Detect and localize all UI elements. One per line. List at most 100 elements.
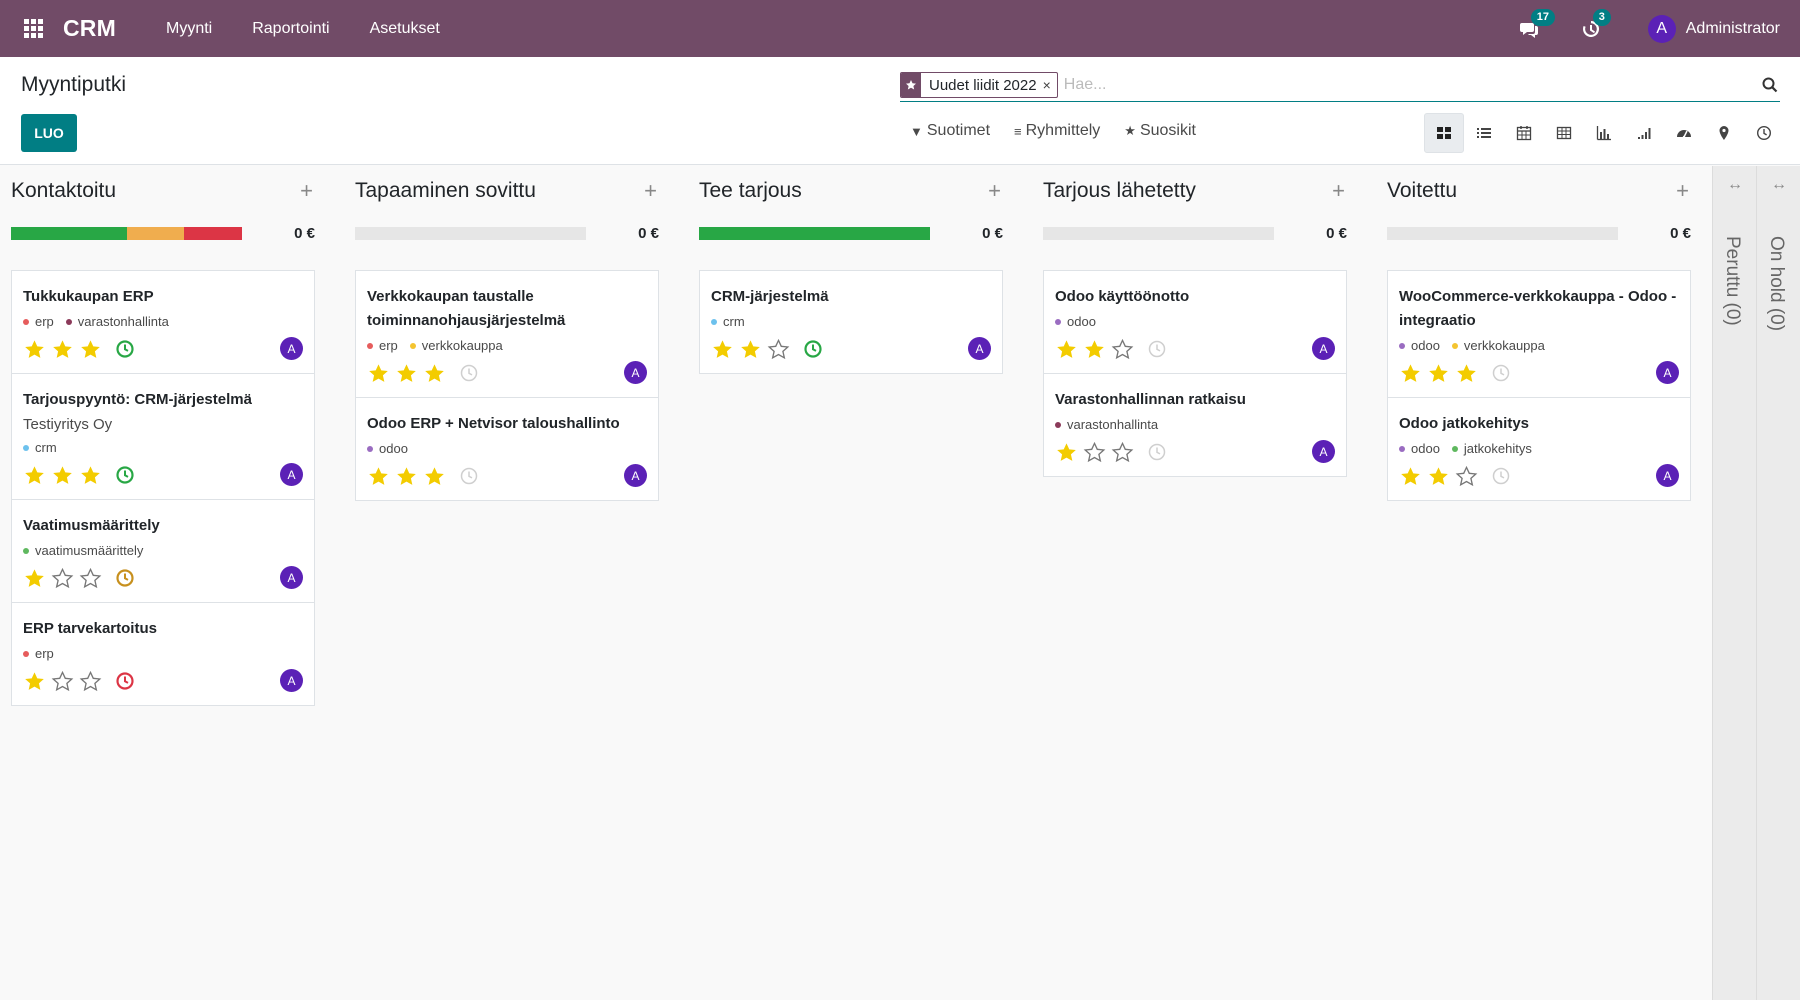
column-progress-bar[interactable]: [355, 226, 586, 240]
favorites-button[interactable]: ★ Suosikit: [1124, 122, 1196, 140]
star-empty-icon[interactable]: [1111, 338, 1134, 361]
activity-clock-icon[interactable]: [1491, 363, 1511, 383]
tag[interactable]: verkkokauppa: [409, 337, 503, 354]
pivot-view-button[interactable]: [1544, 113, 1584, 153]
kanban-card[interactable]: ERP tarvekartoitus erp A: [12, 603, 314, 705]
messages-button[interactable]: 17: [1516, 8, 1555, 42]
assignee-avatar[interactable]: A: [1656, 361, 1679, 384]
column-progress-bar[interactable]: [11, 226, 242, 240]
activity-clock-icon[interactable]: [115, 671, 135, 691]
menu-myynti[interactable]: Myynti: [165, 19, 213, 37]
assignee-avatar[interactable]: A: [280, 337, 303, 360]
assignee-avatar[interactable]: A: [280, 566, 303, 589]
star-filled-icon[interactable]: [711, 338, 734, 361]
kanban-card[interactable]: Tukkukaupan ERP erp varastonhallinta A: [12, 271, 314, 374]
tag[interactable]: odoo: [1399, 440, 1440, 457]
star-filled-icon[interactable]: [1055, 338, 1078, 361]
activity-clock-icon[interactable]: [459, 363, 479, 383]
tag[interactable]: varastonhallinta: [1055, 416, 1158, 433]
activity-clock-icon[interactable]: [1147, 442, 1167, 462]
search-button[interactable]: [1760, 75, 1780, 95]
kanban-card[interactable]: Vaatimusmäärittely vaatimusmäärittely A: [12, 500, 314, 603]
star-empty-icon[interactable]: [79, 567, 102, 590]
quick-create-plus-icon[interactable]: +: [300, 178, 313, 203]
star-filled-icon[interactable]: [739, 338, 762, 361]
star-empty-icon[interactable]: [51, 567, 74, 590]
search-facet[interactable]: Uudet liidit 2022 ×: [900, 72, 1058, 98]
kanban-card[interactable]: CRM-järjestelmä crm A: [700, 271, 1002, 373]
star-empty-icon[interactable]: [51, 670, 74, 693]
activity-clock-icon[interactable]: [459, 466, 479, 486]
tag[interactable]: jatkokehitys: [1451, 440, 1532, 457]
graph-view-button[interactable]: [1584, 113, 1624, 153]
star-filled-icon[interactable]: [1055, 441, 1078, 464]
star-filled-icon[interactable]: [367, 465, 390, 488]
progress-segment[interactable]: [184, 226, 242, 240]
tag[interactable]: odoo: [367, 440, 408, 457]
activity-clock-icon[interactable]: [115, 465, 135, 485]
star-filled-icon[interactable]: [1399, 465, 1422, 488]
tag[interactable]: odoo: [1055, 313, 1096, 330]
progress-segment[interactable]: [126, 226, 185, 240]
star-filled-icon[interactable]: [79, 338, 102, 361]
progress-segment[interactable]: [699, 226, 930, 240]
menu-raportointi[interactable]: Raportointi: [252, 19, 330, 37]
kanban-card[interactable]: Tarjouspyyntö: CRM-järjestelmä Testiyrity…: [12, 374, 314, 500]
assignee-avatar[interactable]: A: [968, 337, 991, 360]
kanban-card[interactable]: Odoo käyttöönotto odoo A: [1044, 271, 1346, 374]
star-empty-icon[interactable]: [79, 670, 102, 693]
assignee-avatar[interactable]: A: [1312, 337, 1335, 360]
kanban-card[interactable]: Odoo ERP + Netvisor taloushallinto odoo A: [356, 398, 658, 500]
folded-column-on-hold[interactable]: ↔ On hold (0): [1756, 166, 1800, 1000]
dashboard-view-button[interactable]: [1664, 113, 1704, 153]
star-filled-icon[interactable]: [1427, 362, 1450, 385]
star-filled-icon[interactable]: [23, 464, 46, 487]
activity-clock-icon[interactable]: [115, 339, 135, 359]
column-progress-bar[interactable]: [1043, 226, 1274, 240]
folded-column-peruttu[interactable]: ↔ Peruttu (0): [1712, 166, 1756, 1000]
tag[interactable]: erp: [23, 645, 54, 662]
activity-clock-icon[interactable]: [115, 568, 135, 588]
star-filled-icon[interactable]: [51, 464, 74, 487]
assignee-avatar[interactable]: A: [624, 464, 647, 487]
activity-clock-icon[interactable]: [1491, 466, 1511, 486]
activity-clock-icon[interactable]: [803, 339, 823, 359]
create-button[interactable]: LUO: [21, 114, 77, 152]
star-filled-icon[interactable]: [23, 670, 46, 693]
star-filled-icon[interactable]: [367, 362, 390, 385]
tag[interactable]: crm: [23, 439, 57, 456]
star-filled-icon[interactable]: [423, 465, 446, 488]
menu-asetukset[interactable]: Asetukset: [369, 19, 440, 37]
assignee-avatar[interactable]: A: [1312, 440, 1335, 463]
star-filled-icon[interactable]: [23, 338, 46, 361]
map-view-button[interactable]: [1704, 113, 1744, 153]
star-filled-icon[interactable]: [395, 362, 418, 385]
star-empty-icon[interactable]: [1455, 465, 1478, 488]
cohort-view-button[interactable]: [1624, 113, 1664, 153]
app-brand[interactable]: CRM: [63, 15, 116, 41]
facet-remove-icon[interactable]: ×: [1042, 77, 1051, 93]
kanban-card[interactable]: Verkkokaupan taustalle toiminnanohjausjä…: [356, 271, 658, 398]
kanban-card[interactable]: WooCommerce-verkkokauppa - Odoo -integra…: [1388, 271, 1690, 398]
assignee-avatar[interactable]: A: [280, 463, 303, 486]
star-filled-icon[interactable]: [1083, 338, 1106, 361]
star-filled-icon[interactable]: [23, 567, 46, 590]
calendar-view-button[interactable]: [1504, 113, 1544, 153]
progress-segment[interactable]: [11, 226, 127, 240]
assignee-avatar[interactable]: A: [624, 361, 647, 384]
tag[interactable]: varastonhallinta: [65, 313, 169, 330]
column-progress-bar[interactable]: [699, 226, 930, 240]
search-input[interactable]: [1057, 76, 1760, 94]
star-filled-icon[interactable]: [423, 362, 446, 385]
apps-menu-icon[interactable]: [21, 17, 45, 41]
star-empty-icon[interactable]: [1083, 441, 1106, 464]
quick-create-plus-icon[interactable]: +: [988, 178, 1001, 203]
kanban-card[interactable]: Varastonhallinnan ratkaisu varastonhallin…: [1044, 374, 1346, 476]
star-filled-icon[interactable]: [1455, 362, 1478, 385]
activities-button[interactable]: 3: [1578, 8, 1611, 42]
list-view-button[interactable]: [1464, 113, 1504, 153]
activity-clock-icon[interactable]: [1147, 339, 1167, 359]
star-filled-icon[interactable]: [1427, 465, 1450, 488]
star-empty-icon[interactable]: [1111, 441, 1134, 464]
kanban-view-button[interactable]: [1424, 113, 1464, 153]
